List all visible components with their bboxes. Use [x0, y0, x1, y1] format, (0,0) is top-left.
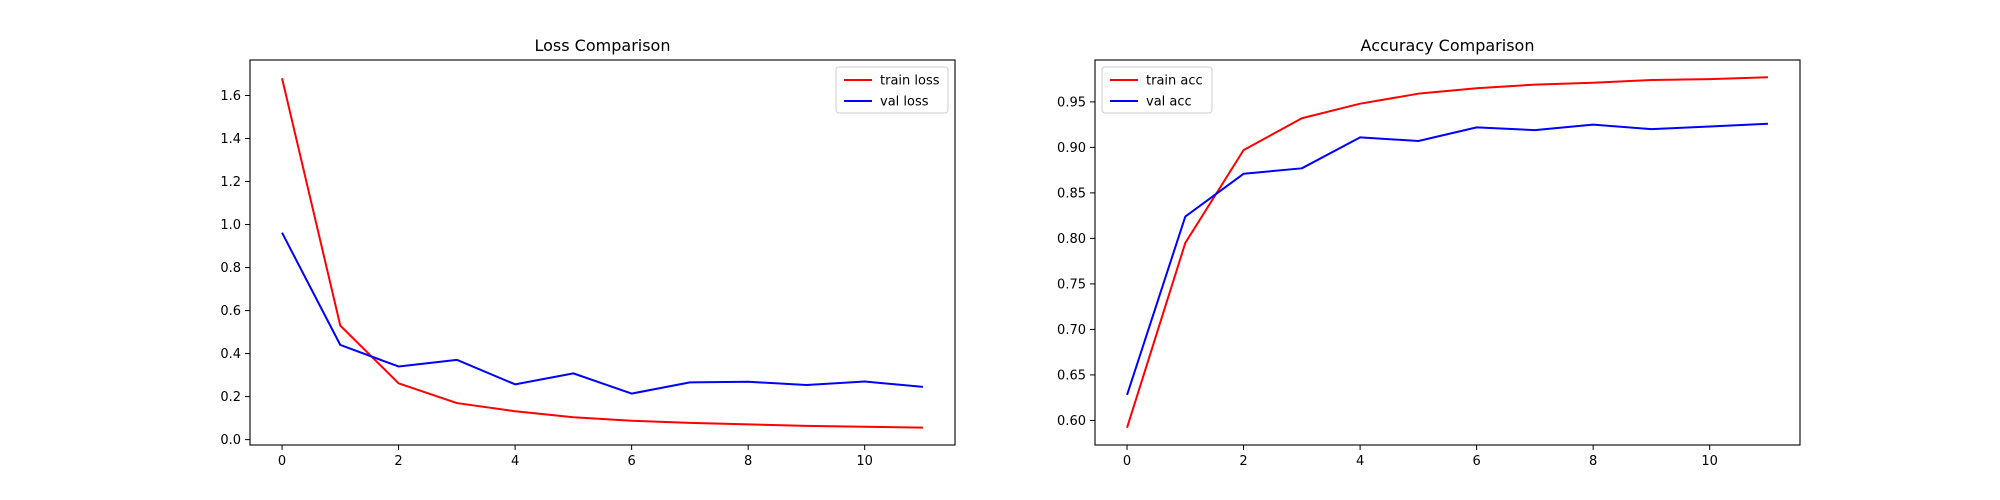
legend-label: val loss [880, 95, 929, 110]
x-tick-label: 6 [627, 454, 635, 469]
y-tick-label: 0.70 [1057, 323, 1086, 338]
y-tick-label: 0.4 [220, 347, 241, 362]
x-tick-label: 4 [511, 454, 519, 469]
legend-label: train loss [880, 74, 940, 89]
y-tick-label: 0.60 [1057, 414, 1086, 429]
chart-title: Loss Comparison [535, 36, 671, 55]
x-tick-label: 10 [856, 454, 873, 469]
y-tick-label: 0.2 [220, 390, 241, 405]
legend-label: val acc [1146, 95, 1192, 110]
y-tick-label: 1.6 [220, 89, 241, 104]
legend: train acc val acc [1101, 66, 1213, 114]
y-tick-label: 0.8 [220, 261, 241, 276]
y-tick-label: 0.85 [1057, 186, 1086, 201]
series-line-train-acc [1126, 76, 1768, 429]
x-tick-label: 8 [1589, 454, 1597, 469]
x-tick-label: 6 [1472, 454, 1480, 469]
chart-title: Accuracy Comparison [1361, 36, 1535, 55]
y-tick-label: 1.0 [220, 218, 241, 233]
plot-area-frame [1094, 59, 1801, 446]
plot-area-frame [249, 59, 956, 446]
x-tick-label: 10 [1701, 454, 1718, 469]
x-tick-label: 4 [1356, 454, 1364, 469]
legend-label: train acc [1146, 74, 1203, 89]
series-line-val-loss [281, 232, 924, 395]
chart-0: Loss Comparison 0 2 4 6 8 10 0.0 0.2 0.4 0.6 0.8 1.0… [220, 36, 956, 469]
chart-1: Accuracy Comparison 0 2 4 6 8 10 0.60 0.65 0.70 0.… [1057, 36, 1801, 469]
x-tick-label: 2 [394, 454, 402, 469]
y-tick-label: 0.80 [1057, 232, 1086, 247]
series-line-train-loss [281, 78, 923, 429]
x-tick-label: 0 [278, 454, 286, 469]
series-line-val-acc [1126, 122, 1768, 396]
x-tick-label: 8 [744, 454, 752, 469]
y-tick-label: 0.65 [1057, 368, 1086, 383]
x-tick-label: 0 [1123, 454, 1131, 469]
y-tick-label: 0.6 [220, 304, 241, 319]
y-tick-label: 0.75 [1057, 277, 1086, 292]
y-tick-label: 0.95 [1057, 95, 1086, 110]
legend: train loss val loss [835, 66, 949, 114]
y-tick-label: 1.2 [220, 175, 241, 190]
y-tick-label: 1.4 [220, 132, 241, 147]
y-tick-label: 0.0 [220, 433, 241, 448]
x-tick-label: 2 [1239, 454, 1247, 469]
y-tick-label: 0.90 [1057, 141, 1086, 156]
